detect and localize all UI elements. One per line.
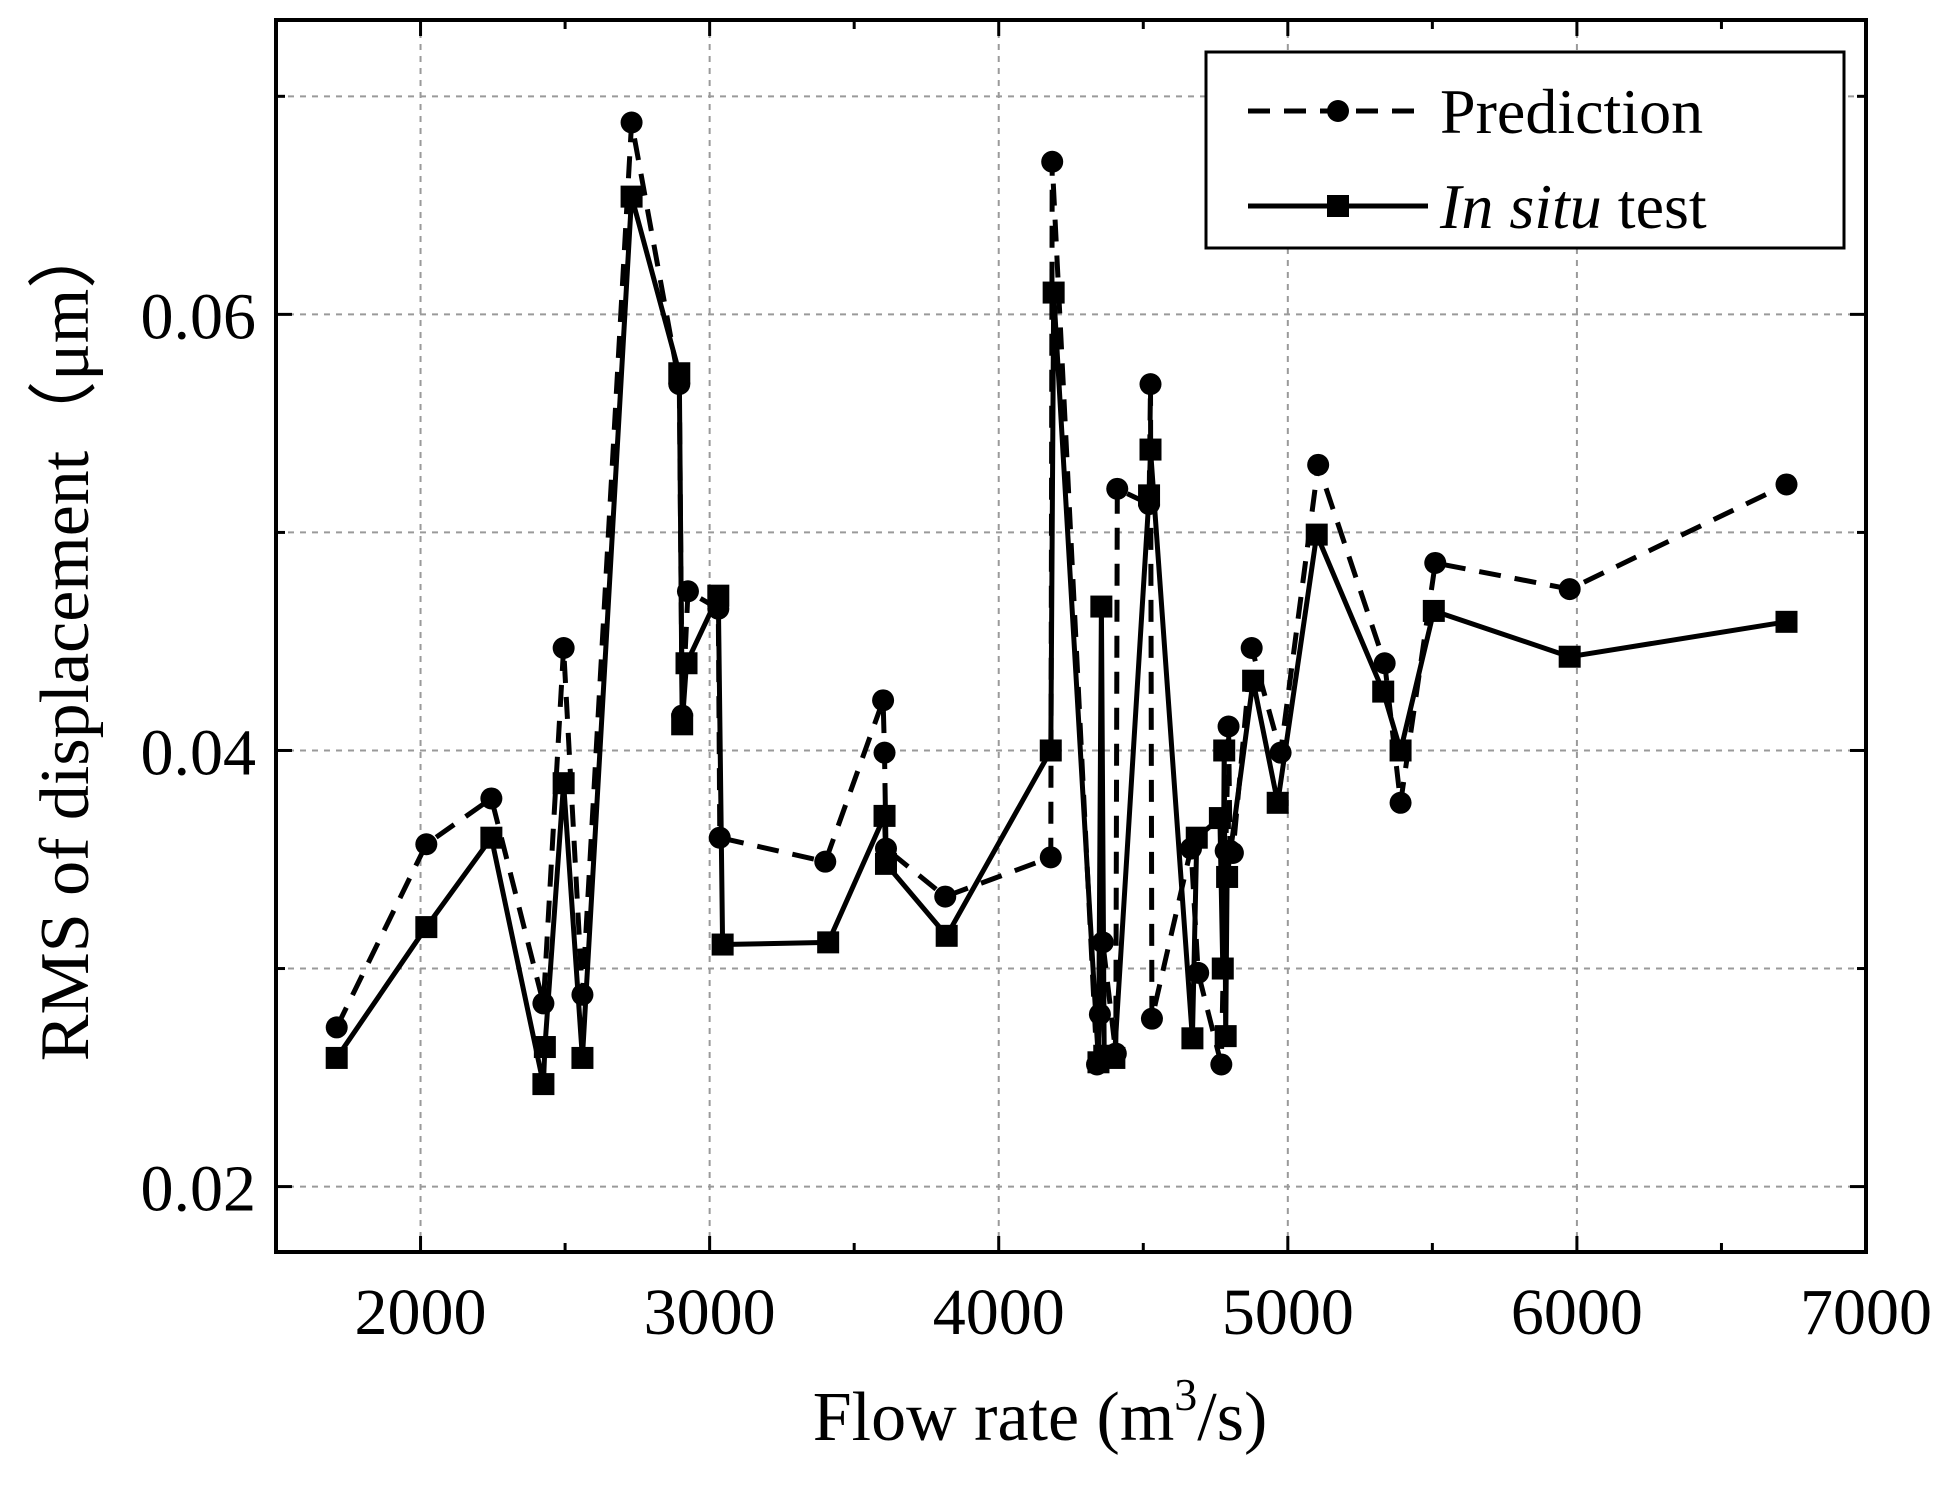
y-axis-title: RMS of displacement（μm） <box>27 219 104 1061</box>
data-point-prediction <box>552 636 575 659</box>
data-point-prediction <box>1139 373 1162 396</box>
data-point-in-situ <box>1775 610 1798 633</box>
data-point-in-situ <box>1305 523 1328 546</box>
data-point-in-situ <box>552 772 575 795</box>
data-point-in-situ <box>1422 599 1445 622</box>
data-point-in-situ <box>1139 438 1162 461</box>
data-point-in-situ <box>1558 645 1581 668</box>
data-point-prediction <box>1217 715 1240 738</box>
data-point-prediction <box>532 992 555 1015</box>
legend-box <box>1204 50 1846 250</box>
data-point-in-situ <box>668 362 691 385</box>
x-axis-title: Flow rate (m3/s) <box>813 1369 1268 1456</box>
data-point-prediction <box>1775 473 1798 496</box>
data-point-prediction <box>571 983 594 1006</box>
data-point-in-situ <box>1039 739 1062 762</box>
data-point-prediction <box>1140 1007 1163 1030</box>
data-point-in-situ <box>874 852 897 875</box>
x-tick-label: 2000 <box>355 1276 487 1349</box>
data-point-in-situ <box>533 1036 556 1059</box>
axes-layer <box>274 18 1868 1254</box>
data-point-in-situ <box>1266 791 1289 814</box>
x-tick-label: 5000 <box>1222 1276 1354 1349</box>
data-point-prediction <box>873 741 896 764</box>
data-point-prediction <box>1240 636 1263 659</box>
data-point-prediction <box>1389 791 1412 814</box>
data-point-prediction <box>1039 846 1062 869</box>
data-point-in-situ <box>1042 281 1065 304</box>
data-point-in-situ <box>1214 1025 1237 1048</box>
data-point-in-situ <box>480 826 503 849</box>
data-point-prediction <box>1424 551 1447 574</box>
data-point-prediction <box>325 1016 348 1039</box>
data-point-in-situ <box>1372 680 1395 703</box>
data-point-in-situ <box>671 713 694 736</box>
data-point-in-situ <box>1208 807 1231 830</box>
series-line-in-situ <box>334 194 1787 1087</box>
data-point-in-situ <box>1185 826 1208 849</box>
y-tick-label: 0.06 <box>141 280 257 353</box>
y-tick-label: 0.02 <box>141 1153 257 1226</box>
data-point-prediction <box>814 850 837 873</box>
data-point-prediction <box>1210 1053 1233 1076</box>
data-point-in-situ <box>532 1073 555 1096</box>
data-point-in-situ <box>1138 484 1161 507</box>
x-tick-label: 3000 <box>644 1276 776 1349</box>
data-point-in-situ <box>415 916 438 939</box>
data-point-in-situ <box>873 804 896 827</box>
data-point-in-situ <box>675 652 698 675</box>
x-tick-label: 7000 <box>1800 1276 1932 1349</box>
legend-marker-prediction <box>1327 100 1349 122</box>
x-tick-label: 4000 <box>933 1276 1065 1349</box>
data-point-prediction <box>620 111 643 134</box>
data-point-in-situ <box>1242 669 1265 692</box>
data-point-in-situ <box>711 933 734 956</box>
data-point-prediction <box>1041 150 1064 173</box>
data-point-prediction <box>1373 652 1396 675</box>
data-point-in-situ <box>620 185 643 208</box>
data-point-prediction <box>1106 477 1129 500</box>
legend-label-prediction: Prediction <box>1440 76 1703 147</box>
data-point-prediction <box>415 833 438 856</box>
y-tick-label: 0.04 <box>141 716 257 789</box>
data-point-in-situ <box>1216 865 1239 888</box>
data-point-in-situ <box>1090 595 1113 618</box>
data-point-in-situ <box>935 924 958 947</box>
tick-layer: 2000 3000 4000 5000 6000 7000 0.02 0.04 0.06 <box>141 20 1932 1349</box>
data-point-prediction <box>872 689 895 712</box>
data-point-in-situ <box>325 1046 348 1069</box>
data-point-prediction <box>480 787 503 810</box>
data-point-in-situ <box>1213 739 1236 762</box>
data-point-in-situ <box>1103 1046 1126 1069</box>
data-point-in-situ <box>707 584 730 607</box>
x-tick-label: 6000 <box>1511 1276 1643 1349</box>
plot-frame <box>274 18 1868 1254</box>
data-point-in-situ <box>571 1046 594 1069</box>
series-layer <box>325 111 1798 1096</box>
legend-label-in-situ: In situ test <box>1439 171 1707 242</box>
legend-marker-in-situ <box>1327 195 1349 217</box>
data-point-prediction <box>1307 453 1330 476</box>
data-point-in-situ <box>1181 1027 1204 1050</box>
data-point-prediction <box>1558 578 1581 601</box>
data-point-prediction <box>934 885 957 908</box>
data-point-in-situ <box>1211 957 1234 980</box>
data-point-in-situ <box>817 931 840 954</box>
data-point-in-situ <box>1389 739 1412 762</box>
legend: Prediction In situ test <box>1204 50 1846 250</box>
